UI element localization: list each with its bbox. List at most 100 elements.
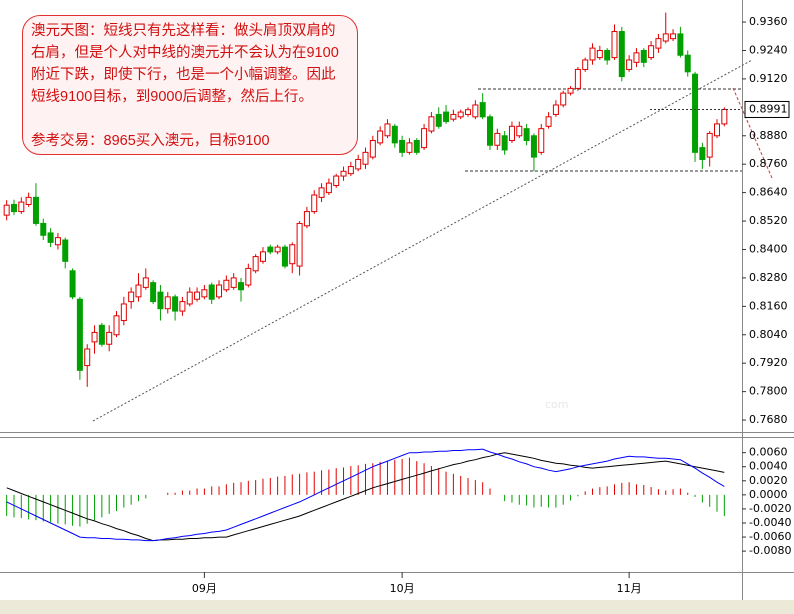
candle-body xyxy=(604,49,611,61)
candle-body xyxy=(428,116,435,132)
candle-body xyxy=(530,135,537,158)
candle-body xyxy=(538,128,545,153)
candle-body xyxy=(596,49,603,59)
candle-body xyxy=(164,296,171,310)
y-tick-label: 0.8760 xyxy=(749,157,788,170)
candle-body xyxy=(413,140,420,153)
candle-body xyxy=(655,38,662,49)
candle-body xyxy=(721,108,728,125)
candle-body xyxy=(552,104,559,115)
macd-line xyxy=(6,448,725,542)
candle-body xyxy=(311,194,318,213)
candle-body xyxy=(421,128,428,149)
candle-body xyxy=(150,282,157,303)
candle-body xyxy=(486,116,493,146)
candle-body xyxy=(238,282,245,291)
candle-body xyxy=(508,125,515,142)
candle-body xyxy=(54,237,61,246)
candle-body xyxy=(369,140,376,158)
candle-body xyxy=(574,68,581,89)
candle-body xyxy=(523,128,530,142)
candle-body xyxy=(714,123,721,137)
candle-body xyxy=(362,151,369,165)
y-tick-label: 0.8520 xyxy=(749,214,788,227)
y-tick-label: 0.8040 xyxy=(749,328,788,341)
candle-body xyxy=(3,204,10,216)
y-tick-label: -0.0060 xyxy=(749,530,791,543)
candle-body xyxy=(142,277,149,288)
watermark: com xyxy=(545,398,569,411)
candle-body xyxy=(113,315,120,336)
x-tick-label: 10月 xyxy=(390,582,415,595)
candle-body xyxy=(259,251,266,262)
candle-body xyxy=(128,291,135,303)
candle-body xyxy=(633,52,640,63)
candle-body xyxy=(106,331,113,345)
candle-body xyxy=(501,135,508,151)
candle-body xyxy=(516,125,523,137)
forecast-arrow xyxy=(732,87,773,179)
candle-body xyxy=(289,244,296,265)
candle-body xyxy=(377,130,384,144)
y-tick-label: 0.7800 xyxy=(749,385,788,398)
candle-body xyxy=(626,59,633,70)
candle-body xyxy=(384,123,391,137)
candle-body xyxy=(450,113,457,120)
candle-body xyxy=(296,222,303,267)
y-tick-label: 0.0020 xyxy=(749,474,788,487)
candle-body xyxy=(465,109,472,115)
y-tick-label: 0.9120 xyxy=(749,72,788,85)
candle-body xyxy=(216,284,223,298)
candle-body xyxy=(494,132,501,146)
candle-body xyxy=(47,232,54,243)
candle-body xyxy=(252,256,259,272)
y-tick-label: 0.8400 xyxy=(749,242,788,255)
candle-body xyxy=(98,324,105,345)
last-price-box xyxy=(744,100,790,118)
y-tick-label: -0.0080 xyxy=(749,544,791,557)
candle-body xyxy=(479,102,486,118)
candle-body xyxy=(186,291,193,305)
candle-body xyxy=(706,132,713,158)
candle-body xyxy=(201,289,208,298)
y-tick-label: 0.8160 xyxy=(749,299,788,312)
candle-body xyxy=(355,158,362,170)
y-tick-label: 0.8280 xyxy=(749,271,788,284)
candle-body xyxy=(560,92,567,106)
candle-body xyxy=(223,279,230,291)
candle-body xyxy=(333,175,340,187)
candle-body xyxy=(40,222,47,236)
candle-body xyxy=(179,301,186,312)
y-tick-label: -0.0040 xyxy=(749,516,791,529)
candle-body xyxy=(692,73,699,153)
candle-body xyxy=(443,111,450,123)
candle-body xyxy=(281,246,288,267)
candle-body xyxy=(25,196,32,205)
y-tick-label: 0.9360 xyxy=(749,15,788,28)
candle-body xyxy=(340,170,347,177)
candle-body xyxy=(677,33,684,56)
candle-body xyxy=(391,125,398,144)
y-tick-label: 0.7920 xyxy=(749,356,788,369)
y-tick-label: 0.0040 xyxy=(749,460,788,473)
candle-body xyxy=(245,267,252,286)
candle-body xyxy=(91,331,98,343)
candle-body xyxy=(662,33,669,42)
candle-body xyxy=(135,284,142,298)
y-tick-label: 0.8640 xyxy=(749,186,788,199)
candle-body xyxy=(699,147,706,160)
status-bar xyxy=(0,600,794,614)
candle-body xyxy=(670,33,677,40)
candle-body xyxy=(172,296,179,312)
candle-body xyxy=(582,59,589,70)
candle-body xyxy=(567,87,574,94)
candle-body xyxy=(347,166,354,175)
candle-body xyxy=(640,49,647,63)
candle-body xyxy=(325,182,332,194)
candle-body xyxy=(435,113,442,127)
x-tick-label: 11月 xyxy=(617,582,642,595)
candle-body xyxy=(618,31,625,78)
candle-body xyxy=(267,246,274,253)
candle-body xyxy=(32,196,39,224)
